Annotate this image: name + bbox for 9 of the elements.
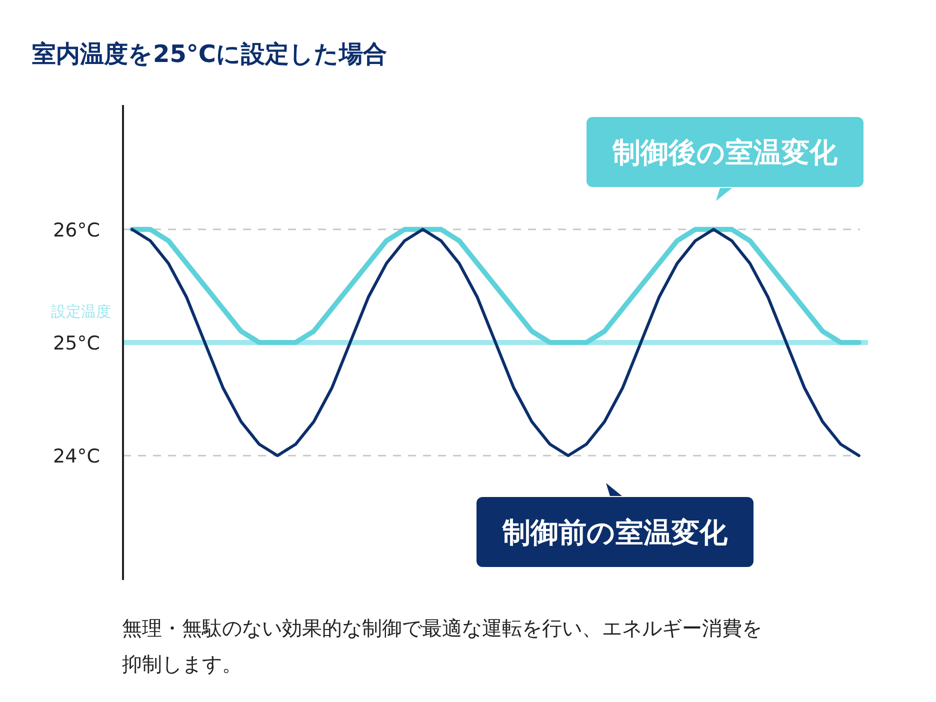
- y-tick-label: 25°C: [53, 332, 100, 354]
- ref-line-label: 設定温度: [51, 302, 111, 320]
- legend-label: 制御前の室温変化: [502, 516, 728, 549]
- y-tick-label: 24°C: [53, 446, 100, 468]
- line-series: [130, 228, 860, 458]
- chart-title: 室内温度を25°Cに設定した場合: [32, 40, 388, 68]
- text: 制御後の室温変化: [612, 136, 838, 169]
- y-tick-label: 26°C: [53, 219, 100, 242]
- text: 無理・無駄のない効果的な制御で最適な運転を行い、エネルギー消費を抑制します。: [122, 615, 763, 678]
